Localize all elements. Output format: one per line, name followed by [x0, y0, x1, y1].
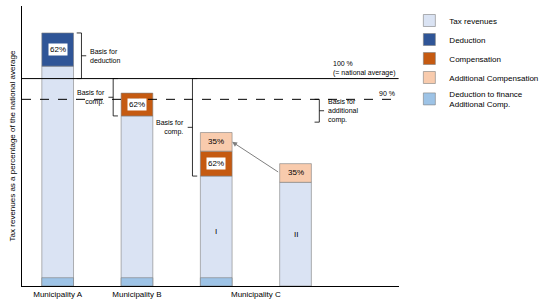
svg-text:Basis forcomp.: Basis forcomp.: [77, 89, 105, 106]
svg-text:Basis fordeduction: Basis fordeduction: [90, 48, 120, 64]
svg-text:Deduction to financeAdditional: Deduction to financeAdditional Comp.: [449, 90, 522, 109]
svg-text:Tax revenues: Tax revenues: [449, 17, 497, 26]
svg-text:Additional Compensation: Additional Compensation: [449, 74, 538, 83]
svg-text:Deduction: Deduction: [449, 36, 485, 45]
svg-text:Tax revenues as a percentage o: Tax revenues as a percentage of the nati…: [8, 50, 17, 241]
svg-text:Basis forcomp.: Basis forcomp.: [156, 119, 184, 136]
svg-text:90 %: 90 %: [379, 90, 395, 97]
svg-text:Basis foradditionalcomp.: Basis foradditionalcomp.: [328, 98, 358, 124]
svg-text:Municipality B: Municipality B: [112, 290, 161, 299]
svg-text:62%: 62%: [50, 45, 66, 54]
svg-text:35%: 35%: [208, 137, 224, 146]
svg-text:I: I: [215, 227, 217, 236]
svg-text:100 %(= national average): 100 %(= national average): [333, 60, 395, 77]
svg-text:Compensation: Compensation: [449, 55, 501, 64]
svg-text:62%: 62%: [208, 159, 224, 168]
svg-text:35%: 35%: [288, 168, 304, 177]
svg-text:II: II: [294, 230, 298, 239]
svg-text:Municipality A: Municipality A: [33, 290, 83, 299]
svg-text:Municipality C: Municipality C: [231, 290, 281, 299]
svg-text:62%: 62%: [129, 100, 145, 109]
